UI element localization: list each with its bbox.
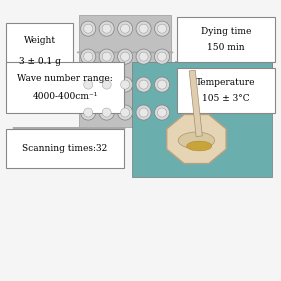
FancyBboxPatch shape bbox=[6, 129, 124, 169]
Text: Temperature: Temperature bbox=[196, 78, 255, 87]
Circle shape bbox=[121, 108, 130, 117]
Circle shape bbox=[102, 108, 111, 117]
Circle shape bbox=[155, 105, 169, 120]
Circle shape bbox=[102, 24, 111, 33]
Text: 105 ± 3°C: 105 ± 3°C bbox=[202, 94, 250, 103]
Circle shape bbox=[99, 77, 114, 92]
Circle shape bbox=[84, 24, 93, 33]
Circle shape bbox=[155, 77, 169, 92]
Circle shape bbox=[99, 21, 114, 36]
Ellipse shape bbox=[187, 141, 212, 151]
Circle shape bbox=[121, 52, 130, 61]
Circle shape bbox=[102, 80, 111, 89]
Circle shape bbox=[84, 52, 93, 61]
Text: 150 min: 150 min bbox=[207, 43, 244, 52]
Circle shape bbox=[136, 77, 151, 92]
Circle shape bbox=[155, 49, 169, 64]
Circle shape bbox=[136, 105, 151, 120]
Circle shape bbox=[117, 77, 133, 92]
FancyBboxPatch shape bbox=[6, 23, 73, 79]
Circle shape bbox=[81, 77, 96, 92]
Circle shape bbox=[139, 24, 148, 33]
FancyBboxPatch shape bbox=[132, 62, 272, 177]
FancyBboxPatch shape bbox=[6, 62, 124, 112]
Text: Dying time: Dying time bbox=[201, 27, 251, 36]
Circle shape bbox=[139, 52, 148, 61]
Circle shape bbox=[157, 108, 167, 117]
Circle shape bbox=[81, 105, 96, 120]
Circle shape bbox=[139, 80, 148, 89]
Circle shape bbox=[157, 52, 167, 61]
Circle shape bbox=[81, 49, 96, 64]
Circle shape bbox=[81, 21, 96, 36]
FancyBboxPatch shape bbox=[177, 68, 275, 112]
Circle shape bbox=[157, 80, 167, 89]
Circle shape bbox=[157, 24, 167, 33]
Circle shape bbox=[117, 105, 133, 120]
Circle shape bbox=[117, 49, 133, 64]
Circle shape bbox=[121, 24, 130, 33]
Text: 3 ± 0.1 g: 3 ± 0.1 g bbox=[19, 56, 61, 65]
Circle shape bbox=[136, 21, 151, 36]
Circle shape bbox=[155, 21, 169, 36]
Text: Weight: Weight bbox=[24, 37, 56, 46]
Text: Wave number range:: Wave number range: bbox=[17, 74, 113, 83]
Text: 4000-400cm⁻¹: 4000-400cm⁻¹ bbox=[32, 92, 98, 101]
Circle shape bbox=[102, 52, 111, 61]
Text: Scanning times:32: Scanning times:32 bbox=[22, 144, 108, 153]
Circle shape bbox=[99, 105, 114, 120]
Circle shape bbox=[117, 21, 133, 36]
Polygon shape bbox=[189, 70, 202, 137]
FancyBboxPatch shape bbox=[175, 61, 273, 69]
Circle shape bbox=[99, 49, 114, 64]
Circle shape bbox=[136, 49, 151, 64]
Ellipse shape bbox=[178, 132, 215, 149]
Circle shape bbox=[121, 80, 130, 89]
FancyBboxPatch shape bbox=[79, 15, 171, 126]
Polygon shape bbox=[167, 114, 226, 164]
FancyBboxPatch shape bbox=[177, 17, 275, 62]
Circle shape bbox=[84, 108, 93, 117]
Circle shape bbox=[139, 108, 148, 117]
Circle shape bbox=[84, 80, 93, 89]
